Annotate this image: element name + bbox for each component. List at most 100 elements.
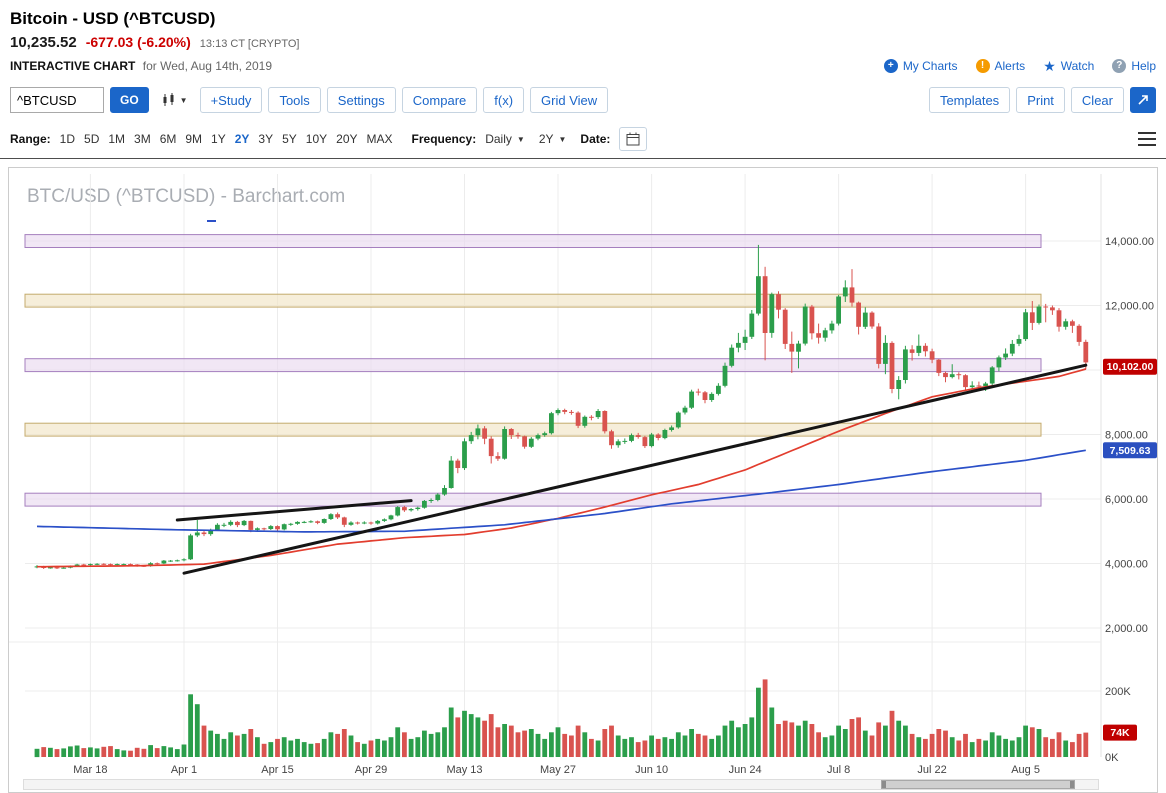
svg-text:Jul 22: Jul 22: [917, 764, 946, 776]
range-label: Range:: [10, 132, 51, 146]
volume-badge: 74K: [1103, 724, 1137, 741]
alerts-label: Alerts: [994, 58, 1026, 73]
purple-band[interactable]: [24, 234, 1042, 248]
expand-arrow-icon: [1138, 95, 1148, 105]
svg-text:200K: 200K: [1105, 686, 1131, 698]
range-item-5y[interactable]: 5Y: [282, 132, 297, 146]
gridlines: [9, 174, 1102, 757]
print-button[interactable]: Print: [1016, 87, 1065, 113]
date-label: Date:: [580, 132, 611, 146]
chart-type-button[interactable]: ▼: [154, 87, 194, 113]
blue-moving-average[interactable]: [36, 449, 1086, 533]
svg-text:4,000.00: 4,000.00: [1105, 559, 1148, 571]
watch-label: Watch: [1060, 58, 1095, 73]
chart-toolbar: GO ▼ +Study Tools Settings Compare f(x) …: [0, 79, 1166, 121]
svg-text:12,000.00: 12,000.00: [1105, 301, 1154, 313]
period-select[interactable]: 2Y ▼: [539, 132, 567, 146]
clear-button[interactable]: Clear: [1070, 87, 1124, 113]
svg-text:Aug 5: Aug 5: [1011, 764, 1040, 776]
settings-button[interactable]: Settings: [326, 87, 396, 113]
ma-value-badge: 7,509.63: [1103, 442, 1157, 459]
calendar-button[interactable]: [619, 127, 648, 151]
caret-down-icon: ▼: [179, 95, 188, 105]
frequency-select[interactable]: Daily ▼: [485, 132, 525, 146]
calendar-icon: [626, 132, 640, 146]
my-charts-link[interactable]: + My Charts: [883, 58, 958, 75]
range-item-max[interactable]: MAX: [366, 132, 393, 146]
interactive-chart-label: INTERACTIVE CHART: [10, 59, 136, 73]
alert-icon: !: [975, 59, 990, 73]
svg-text:Apr 15: Apr 15: [261, 764, 293, 776]
grid-view-button[interactable]: Grid View: [530, 87, 609, 113]
trendline[interactable]: [182, 363, 1088, 575]
last-price-badge: 10,102.00: [1103, 358, 1157, 375]
last-price: 10,235.52: [10, 34, 77, 51]
range-item-20y[interactable]: 20Y: [336, 132, 358, 146]
tan-band[interactable]: [24, 422, 1042, 437]
range-bar: Range: 1D 5D 1M 3M 6M 9M 1Y 2Y 3Y 5Y 10Y…: [0, 121, 1166, 159]
alerts-link[interactable]: ! Alerts: [975, 58, 1026, 75]
svg-text:May 13: May 13: [446, 764, 482, 776]
plus-circle-icon: +: [883, 59, 898, 73]
tan-band[interactable]: [24, 293, 1042, 308]
purple-band[interactable]: [24, 492, 1042, 507]
range-item-5d[interactable]: 5D: [84, 132, 100, 146]
chart-date-label: for Wed, Aug 14th, 2019: [142, 59, 273, 73]
chart-watermark: BTC/USD (^BTCUSD) - Barchart.com: [27, 186, 345, 207]
svg-text:8,000.00: 8,000.00: [1105, 430, 1148, 442]
star-icon: ★: [1043, 58, 1056, 74]
period-value: 2Y: [538, 132, 554, 146]
symbol-input[interactable]: [10, 87, 104, 113]
svg-text:7,509.63: 7,509.63: [1110, 445, 1151, 457]
chart-canvas[interactable]: BTC/USD (^BTCUSD) - Barchart.com 14,000.…: [9, 168, 1157, 790]
svg-text:74K: 74K: [1110, 727, 1130, 739]
range-item-10y[interactable]: 10Y: [305, 132, 328, 146]
candlesticks: [34, 244, 1089, 569]
my-charts-label: My Charts: [902, 58, 958, 73]
tools-button[interactable]: Tools: [268, 87, 321, 113]
templates-button[interactable]: Templates: [928, 87, 1011, 113]
caret-down-icon: ▼: [516, 134, 525, 144]
frequency-label: Frequency:: [411, 132, 477, 146]
menu-icon[interactable]: [1138, 132, 1156, 146]
svg-text:Apr 29: Apr 29: [355, 764, 387, 776]
time-axis-labels: Mar 18 Apr 1 Apr 15 Apr 29 May 13 May 27 Jun 1…: [73, 764, 1040, 776]
svg-text:Apr 1: Apr 1: [171, 764, 197, 776]
svg-text:14,000.00: 14,000.00: [1105, 236, 1154, 248]
help-link[interactable]: ? Help: [1112, 58, 1156, 75]
section-heading: INTERACTIVE CHART for Wed, Aug 14th, 201…: [10, 57, 272, 75]
expand-button[interactable]: [1130, 87, 1156, 113]
svg-text:6,000.00: 6,000.00: [1105, 494, 1148, 506]
svg-text:2,000.00: 2,000.00: [1105, 623, 1148, 635]
svg-text:Jun 24: Jun 24: [729, 764, 762, 776]
page-title: Bitcoin - USD (^BTCUSD): [10, 9, 216, 28]
quote-header: Bitcoin - USD (^BTCUSD) 10,235.52 -677.0…: [0, 0, 1166, 79]
purple-band[interactable]: [24, 358, 1042, 373]
volume-bars: [34, 679, 1089, 758]
frequency-value: Daily: [485, 132, 512, 146]
range-item-2y-selected[interactable]: 2Y: [234, 132, 250, 146]
support-resistance-bands: [24, 234, 1042, 507]
range-item-6m[interactable]: 6M: [159, 132, 177, 146]
svg-text:Jun 10: Jun 10: [635, 764, 668, 776]
svg-text:10,102.00: 10,102.00: [1107, 361, 1154, 373]
candlestick-icon: [163, 93, 174, 106]
price-axis-labels: 14,000.00 12,000.00 8,000.00 6,000.00 4,000.…: [1105, 236, 1154, 764]
range-item-9m[interactable]: 9M: [185, 132, 203, 146]
fx-button[interactable]: f(x): [483, 87, 525, 113]
range-item-1d[interactable]: 1D: [59, 132, 76, 146]
range-item-1y[interactable]: 1Y: [211, 132, 226, 146]
chart-container: BTC/USD (^BTCUSD) - Barchart.com 14,000.…: [8, 167, 1158, 793]
compare-button[interactable]: Compare: [401, 87, 478, 113]
study-button[interactable]: +Study: [199, 87, 263, 113]
go-button[interactable]: GO: [110, 87, 149, 113]
caret-down-icon: ▼: [558, 134, 567, 144]
range-item-1m[interactable]: 1M: [108, 132, 126, 146]
red-moving-average[interactable]: [37, 368, 1087, 568]
range-item-3m[interactable]: 3M: [134, 132, 151, 146]
watch-link[interactable]: ★ Watch: [1043, 58, 1094, 75]
trendline[interactable]: [175, 499, 413, 522]
help-icon: ?: [1112, 59, 1127, 73]
range-item-3y[interactable]: 3Y: [258, 132, 274, 146]
